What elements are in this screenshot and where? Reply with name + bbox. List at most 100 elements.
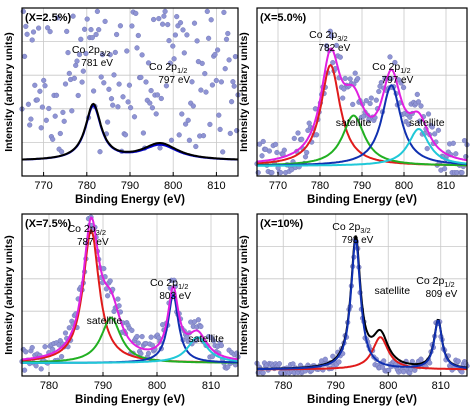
data-point xyxy=(425,111,432,117)
data-point xyxy=(115,296,121,302)
chart-panel-2: 770 780 790 800 810 Binding Energy (eV) Intens… xyxy=(238,7,470,206)
data-point xyxy=(138,74,144,81)
data-point xyxy=(120,94,126,100)
data-point xyxy=(207,121,213,128)
data-point xyxy=(61,118,67,124)
data-point xyxy=(42,83,48,89)
peak-label: Co 2p3/2 xyxy=(332,221,370,235)
data-point xyxy=(153,111,159,117)
data-point xyxy=(83,50,89,57)
data-point xyxy=(193,143,199,150)
data-point xyxy=(190,103,196,109)
x-tick-label: 790 xyxy=(327,380,345,392)
data-point xyxy=(204,8,210,15)
data-point xyxy=(43,117,49,123)
x-tick-label: 780 xyxy=(274,380,292,392)
satellite-label: satellite xyxy=(87,315,123,327)
data-point xyxy=(373,97,379,103)
data-point xyxy=(363,98,369,104)
x-tick-label: 810 xyxy=(202,380,220,392)
data-point xyxy=(211,338,217,344)
data-point xyxy=(38,366,44,372)
peak-energy-label: 787 eV xyxy=(77,237,109,248)
x-axis-label: Binding Energy (eV) xyxy=(75,194,185,206)
data-point xyxy=(44,25,51,31)
data-point xyxy=(231,83,237,89)
data-point xyxy=(75,92,81,99)
data-point xyxy=(73,62,79,69)
data-point xyxy=(22,53,28,60)
data-point xyxy=(148,87,154,94)
data-point xyxy=(84,16,90,22)
data-point xyxy=(401,84,407,91)
data-point xyxy=(379,364,386,370)
x-axis-label: Binding Energy (eV) xyxy=(307,194,417,206)
data-point xyxy=(376,88,382,95)
plot-frame xyxy=(21,213,239,377)
data-point xyxy=(198,87,204,93)
data-point xyxy=(30,29,37,35)
data-point xyxy=(131,114,138,120)
data-point xyxy=(90,88,97,94)
data-point xyxy=(221,9,227,16)
data-point xyxy=(350,101,356,108)
data-point xyxy=(34,97,40,103)
data-point xyxy=(143,79,149,85)
data-point xyxy=(330,353,336,359)
data-point xyxy=(104,293,111,299)
data-point xyxy=(22,367,28,373)
data-point xyxy=(181,50,187,56)
data-point xyxy=(170,43,176,49)
data-point xyxy=(208,17,214,23)
data-point xyxy=(418,356,424,362)
data-point xyxy=(415,99,422,105)
data-point xyxy=(156,16,162,22)
panel-label: (X=10%) xyxy=(260,218,303,230)
data-point xyxy=(116,81,122,87)
satellite-label: satellite xyxy=(374,285,410,297)
data-point xyxy=(218,79,225,85)
peak-label: Co 2p1/2 xyxy=(416,275,454,289)
x-tick-label: 800 xyxy=(148,380,166,392)
data-point xyxy=(324,43,330,49)
data-point xyxy=(177,20,184,26)
data-point xyxy=(176,132,182,138)
data-point xyxy=(79,79,85,85)
data-point xyxy=(352,70,358,76)
data-point xyxy=(179,111,185,117)
data-point xyxy=(93,31,99,38)
peak-label: Co 2p3/2 xyxy=(68,223,106,237)
y-axis-label: Intensity (arbitary units) xyxy=(3,32,15,152)
data-point xyxy=(322,356,328,362)
data-point xyxy=(304,149,310,156)
y-axis-label: Intensity (arbitary units) xyxy=(238,235,250,355)
data-point xyxy=(171,56,177,62)
data-point xyxy=(260,370,266,376)
data-point xyxy=(259,153,265,159)
peak-energy-label: 797 eV xyxy=(158,75,190,86)
data-point xyxy=(387,54,393,60)
data-point xyxy=(281,147,287,153)
data-point xyxy=(302,154,309,160)
data-point xyxy=(327,28,333,34)
data-point xyxy=(50,136,56,142)
data-point xyxy=(129,23,135,29)
data-point xyxy=(230,79,236,85)
data-point xyxy=(140,130,147,136)
data-point xyxy=(189,79,195,85)
peak-label: Co 2p1/2 xyxy=(149,61,187,75)
data-point xyxy=(151,16,157,23)
data-point xyxy=(57,130,63,137)
x-axis-label: Binding Energy (eV) xyxy=(75,394,185,406)
data-point xyxy=(117,23,124,29)
fit-curve-4 xyxy=(22,336,239,364)
data-point xyxy=(81,26,88,32)
data-point xyxy=(88,27,94,33)
x-tick-label: 810 xyxy=(432,380,450,392)
data-point xyxy=(23,349,29,355)
data-point xyxy=(160,21,166,27)
data-point xyxy=(229,99,235,105)
data-point xyxy=(135,340,141,346)
data-point xyxy=(329,33,335,39)
chart-panel-3: 780 790 800 810 Binding Energy (eV) Intensity… xyxy=(3,213,241,406)
